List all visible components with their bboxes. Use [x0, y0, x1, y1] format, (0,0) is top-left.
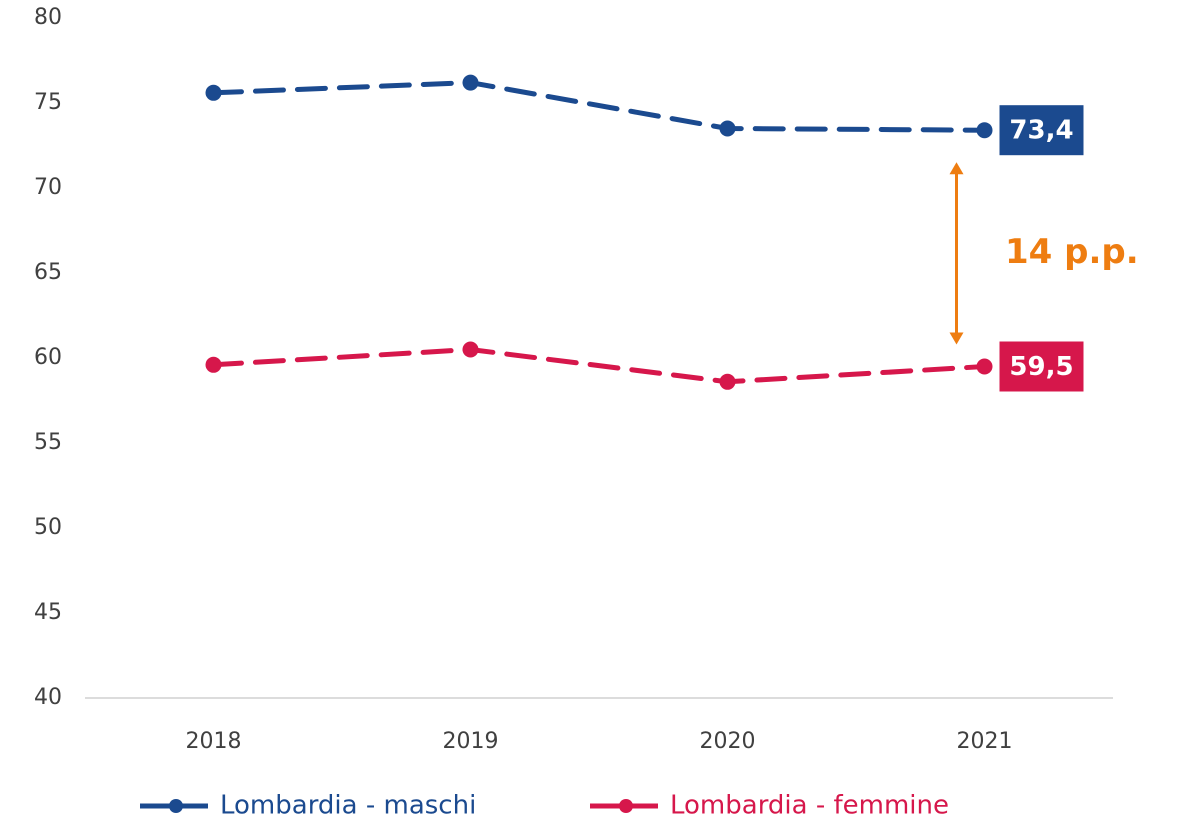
- value-label-box: [999, 105, 1084, 156]
- series-line: [211, 80, 987, 133]
- arrow-head: [949, 332, 964, 345]
- value-label: 59,5: [1009, 352, 1073, 382]
- annotation: 14 p.p.: [1005, 232, 1139, 272]
- y-tick-label: 40: [34, 685, 62, 710]
- value-label-box: [999, 341, 1084, 392]
- point: [719, 120, 736, 137]
- legend-marker: [619, 799, 633, 813]
- x-tick-label: 2020: [700, 729, 756, 754]
- y-tick-label: 75: [34, 90, 62, 115]
- point: [976, 122, 993, 139]
- y-tick-label: 65: [34, 260, 62, 285]
- y-tick-label: 45: [34, 600, 62, 625]
- y-tick-label: 50: [34, 515, 62, 540]
- legend-label: Lombardia - femmine: [670, 791, 949, 821]
- point: [462, 74, 479, 91]
- y-tick-label: 55: [34, 430, 62, 455]
- x-tick-label: 2021: [957, 729, 1013, 754]
- y-tick-label: 70: [34, 175, 62, 200]
- point: [462, 341, 479, 358]
- x-tick-label: 2019: [443, 729, 499, 754]
- point: [976, 358, 993, 375]
- legend-marker: [169, 799, 183, 813]
- x-tick-label: 2018: [186, 729, 242, 754]
- legend-label: Lombardia - maschi: [220, 791, 476, 821]
- point: [719, 373, 736, 390]
- series-line: [211, 346, 987, 385]
- y-tick-label: 60: [34, 345, 62, 370]
- y-tick-label: 80: [34, 5, 62, 30]
- point: [205, 84, 222, 101]
- point: [205, 356, 222, 373]
- value-label: 73,4: [1009, 116, 1073, 146]
- arrow-head: [949, 162, 964, 175]
